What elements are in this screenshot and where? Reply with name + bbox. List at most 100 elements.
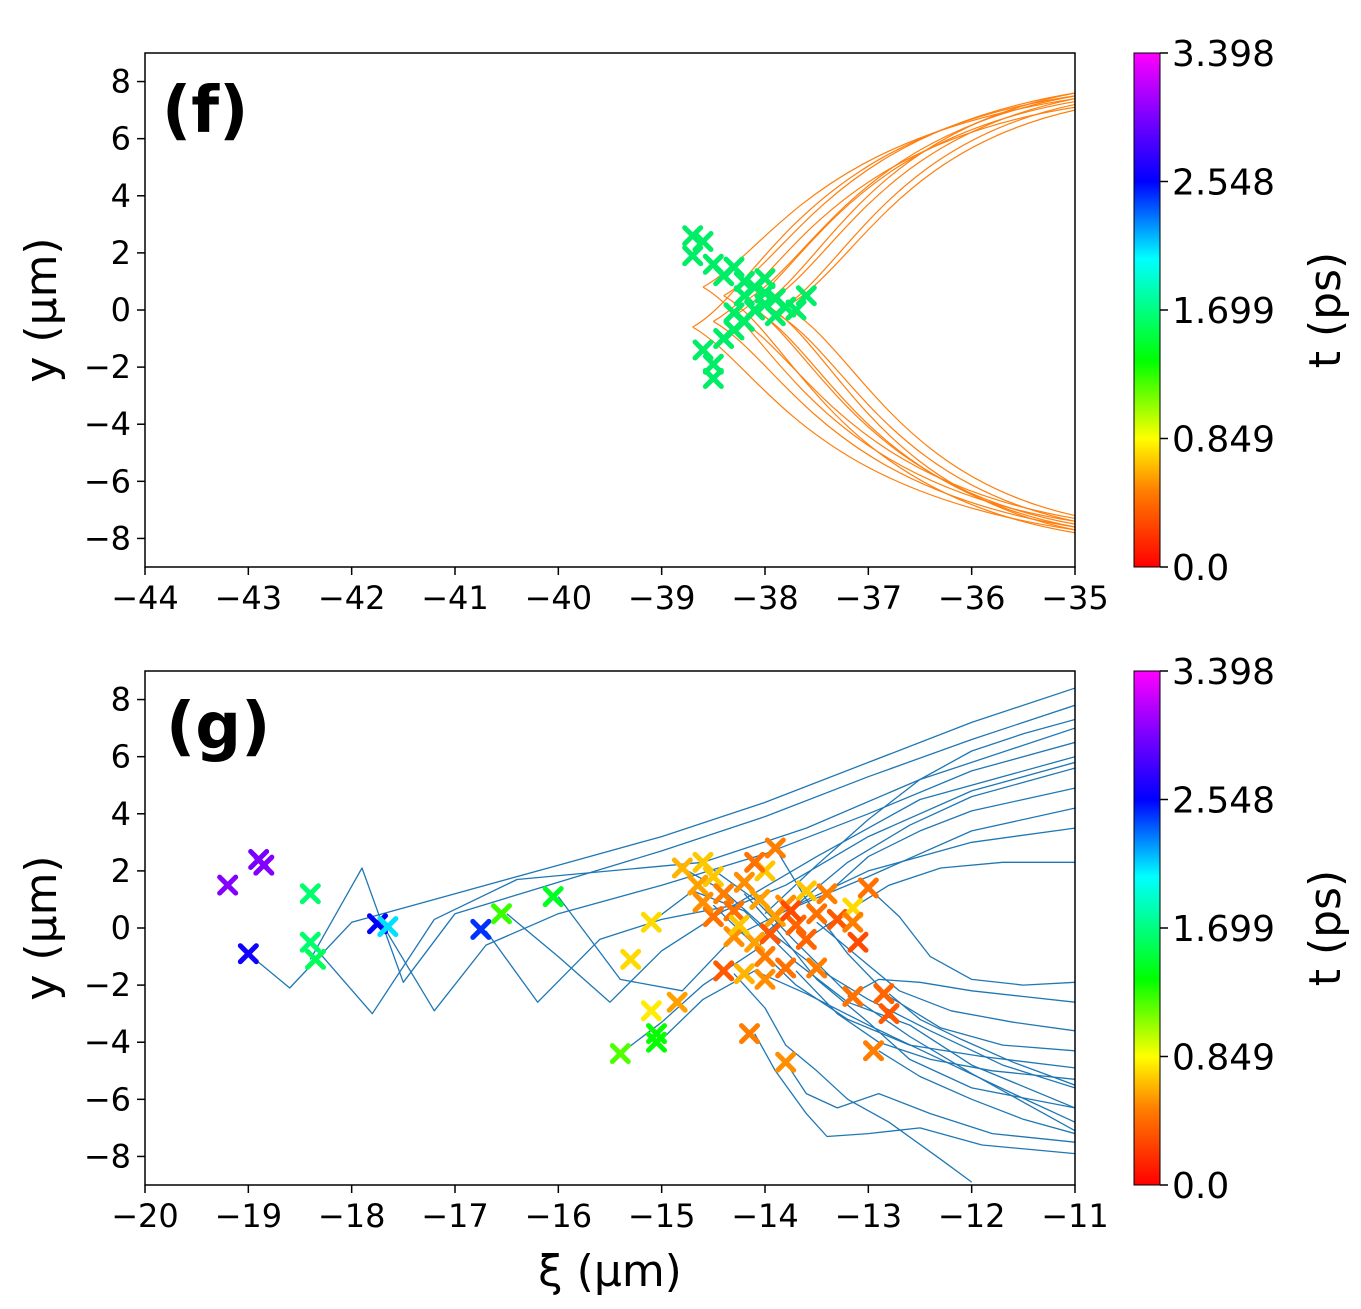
trajectory-line [754,92,1075,311]
x-tick-label: −36 [938,579,1006,617]
x-tick-label: −35 [1041,579,1109,617]
x-ticks-f: −44 −43 −42 −41 −40 −39 −38 −37 −36 −35 [111,567,1109,617]
y-tick-label: 4 [111,795,131,833]
colorbar-tick-label: 1.699 [1172,291,1275,332]
colorbar-label-f: t (ps) [1300,252,1351,368]
marker-x [749,888,771,910]
colorbar-ticks-g: 0.0 0.849 1.699 2.548 3.398 [1160,652,1275,1207]
markers-f [682,225,817,390]
trajectory-line [764,98,1075,305]
marker-x [795,928,817,950]
marker-x [775,1051,797,1073]
y-tick-label: 6 [111,738,131,776]
panel-f: −44 −43 −42 −41 −40 −39 −38 −37 −36 −35 −8 −6 −4 −2 0… [16,34,1351,617]
trajectory-line [744,95,1075,302]
trajectory-line [702,286,1075,522]
marker-x [873,983,895,1005]
x-tick-label: −39 [628,579,696,617]
y-tick-label: −2 [84,966,131,1004]
marker-x [253,854,275,876]
trajectory-line [764,303,1075,531]
marker-x [682,245,704,267]
colorbar-g [1133,670,1161,1186]
x-tick-label: −41 [421,579,489,617]
trajectory-line [692,326,1075,531]
marker-x [713,960,735,982]
trajectory-line [733,100,1075,317]
panel-label-g: (g) [166,690,270,764]
trajectory-line [878,1050,1075,1135]
y-tick-label: −8 [84,1137,131,1175]
colorbar-tick-label: 2.548 [1172,781,1275,822]
marker-x [842,911,864,933]
y-tick-label: −2 [84,348,131,386]
marker-x [620,948,642,970]
y-tick-label: 8 [111,681,131,719]
colorbar-tick-label: 0.0 [1172,548,1229,589]
x-tick-label: −18 [318,1197,386,1235]
colorbar-tick-label: 0.0 [1172,1166,1229,1207]
x-tick-label: −19 [215,1197,283,1235]
trajectory-line [888,993,1075,1086]
marker-x [785,914,807,936]
trajectory-line [826,787,1075,895]
colorbar-f [1133,52,1161,568]
y-tick-label: 6 [111,120,131,158]
marker-x [640,911,662,933]
marker-x [759,923,781,945]
marker-x [299,883,321,905]
x-tick-label: −20 [111,1197,179,1235]
colorbar-tick-label: 3.398 [1172,652,1275,693]
marker-x [702,866,724,888]
marker-x [299,931,321,953]
marker-x [733,963,755,985]
marker-x [847,931,869,953]
y-ticks-f: −8 −6 −4 −2 0 2 4 6 8 [84,63,145,557]
marker-x [692,230,714,252]
x-tick-label: −11 [1041,1197,1109,1235]
y-tick-label: −8 [84,519,131,557]
x-tick-label: −13 [835,1197,903,1235]
marker-x [785,299,807,321]
markers-g [217,837,900,1073]
marker-x [491,903,512,925]
x-tick-label: −37 [835,579,903,617]
marker-x [237,943,259,965]
marker-x [470,918,492,940]
marker-x [666,991,688,1013]
marker-x [842,986,864,1008]
x-tick-label: −15 [628,1197,696,1235]
colorbar-tick-label: 3.398 [1172,34,1275,75]
marker-x [842,897,864,919]
trajectory-line [754,1033,1075,1155]
x-tick-label: −43 [215,579,283,617]
y-tick-label: 2 [111,852,131,890]
marker-x [305,948,326,970]
marker-x [739,1023,760,1045]
marker-x [217,874,239,896]
trajectory-line [382,741,1075,1012]
trajectory-line [650,890,1075,1109]
marker-x [733,270,755,292]
trajectory-line [309,727,1075,1015]
trajectory-line [681,867,1075,1089]
trajectory-line [309,704,1075,983]
marker-x [671,857,693,879]
marker-x [733,871,755,893]
trajectory-line [785,1061,1075,1143]
marker-x [857,877,879,899]
trajectory-line [764,767,1075,935]
trajectory-line [723,92,1075,297]
y-tick-label: −4 [84,1023,131,1061]
marker-x [692,851,714,873]
trajectory-line [506,761,1075,1003]
trajectory-line [485,756,1075,1003]
panel-label-f: (f) [162,74,248,148]
trajectory-line [733,973,973,1183]
trajectory-line [847,978,1075,1003]
x-tick-label: −40 [525,579,593,617]
marker-x [764,305,786,327]
colorbar-tick-label: 0.849 [1172,420,1275,461]
x-tick-label: −14 [731,1197,799,1235]
trajectory-line [733,315,1075,520]
